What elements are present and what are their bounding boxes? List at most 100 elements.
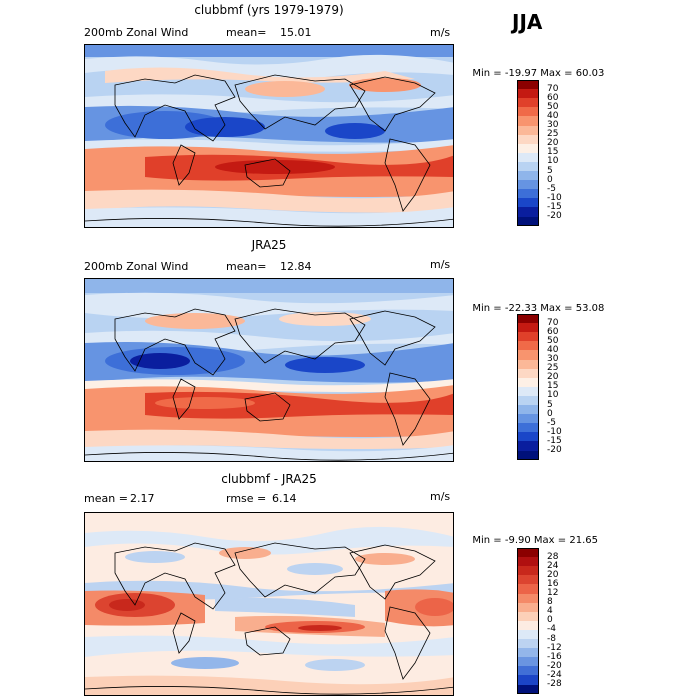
colorbar-label: 5 <box>547 399 553 410</box>
colorbar-swatch <box>517 198 539 208</box>
colorbar-swatch <box>517 620 539 631</box>
panel-3-mean-label: mean = <box>84 492 128 505</box>
colorbar-swatch <box>517 405 539 415</box>
colorbar-label: 12 <box>547 588 559 598</box>
colorbar-swatch <box>517 548 539 558</box>
colorbar-label: 0 <box>547 408 553 419</box>
panel-2-units: m/s <box>430 258 451 271</box>
colorbar-label: 40 <box>547 344 559 355</box>
colorbar-label: 4 <box>547 606 553 617</box>
colorbar-label: 30 <box>547 120 559 130</box>
colorbar-label: 25 <box>547 363 559 374</box>
colorbar-swatch <box>517 161 539 172</box>
panel-2-title: JRA25 <box>251 238 287 252</box>
colorbar-swatch <box>517 611 539 622</box>
colorbar-swatch <box>517 675 539 685</box>
colorbar-label: 10 <box>547 156 559 167</box>
colorbar-swatch <box>517 395 539 406</box>
colorbar-swatch <box>517 657 539 667</box>
colorbar-swatch <box>517 386 539 397</box>
colorbar-swatch <box>517 666 539 676</box>
panel-3-map-svg <box>85 513 453 695</box>
panel-2-variable-label: 200mb Zonal Wind <box>84 260 189 273</box>
colorbar-label: -10 <box>547 426 562 437</box>
colorbar-label: 70 <box>547 83 559 94</box>
colorbar-label: 16 <box>547 578 559 589</box>
colorbar-swatch <box>517 171 539 181</box>
colorbar-label: -12 <box>547 642 562 653</box>
colorbar-swatch <box>517 359 539 370</box>
colorbar-swatch <box>517 180 539 190</box>
panel-3-rmse-value: 6.14 <box>272 492 297 505</box>
panel-2-mean-label: mean= <box>226 260 267 273</box>
panel-3-mean-value: 2.17 <box>130 492 155 505</box>
colorbar-swatch <box>517 441 539 451</box>
colorbar-label: -16 <box>547 651 562 662</box>
colorbar-label: -20 <box>547 660 562 671</box>
colorbar-label: 60 <box>547 326 559 337</box>
colorbar-label: 15 <box>547 147 559 158</box>
colorbar-swatch <box>517 314 539 324</box>
colorbar-swatch <box>517 323 539 333</box>
colorbar-swatch <box>517 350 539 360</box>
colorbar-label: -5 <box>547 183 556 194</box>
colorbar-label: 0 <box>547 174 553 185</box>
colorbar-label: 50 <box>547 101 559 112</box>
panel-1-map <box>84 44 454 228</box>
colorbar-label: 10 <box>547 390 559 401</box>
colorbar-swatch <box>517 341 539 351</box>
colorbar-swatch <box>517 602 539 613</box>
colorbar-swatch <box>517 414 539 424</box>
colorbar-swatch <box>517 116 539 126</box>
panel-1-mean-label: mean= <box>226 26 267 39</box>
colorbar-label: 28 <box>547 551 559 562</box>
panel-3-rmse-label: rmse = <box>226 492 267 505</box>
colorbar-label: -15 <box>547 201 562 212</box>
colorbar-swatch <box>517 98 539 108</box>
colorbar-swatch <box>517 432 539 442</box>
colorbar-swatch <box>517 423 539 433</box>
colorbar-swatch <box>517 450 539 461</box>
colorbar-label: 20 <box>547 138 559 149</box>
colorbar-label: 24 <box>547 560 559 571</box>
colorbar-swatch <box>517 639 539 649</box>
panel-2-map <box>84 278 454 462</box>
colorbar-label: 70 <box>547 317 559 328</box>
colorbar-swatch <box>517 134 539 145</box>
colorbar-swatch <box>517 575 539 585</box>
panel-2-minmax: Min = -22.33 Max = 53.08 <box>472 303 605 314</box>
colorbar-label: -5 <box>547 417 556 428</box>
colorbar-label: 15 <box>547 381 559 392</box>
colorbar-swatch <box>517 107 539 117</box>
colorbar-label: 25 <box>547 129 559 140</box>
colorbar-swatch <box>517 377 539 388</box>
panel-3-map <box>84 512 454 696</box>
colorbar-label: 40 <box>547 110 559 121</box>
colorbar-swatch <box>517 629 539 640</box>
colorbar-label: -20 <box>547 211 562 221</box>
colorbar-swatch <box>517 216 539 227</box>
panel-2-mean-value: 12.84 <box>280 260 312 273</box>
panel-3-minmax: Min = -9.90 Max = 21.65 <box>472 535 598 546</box>
panel-3-units: m/s <box>430 490 451 503</box>
colorbar-label: 8 <box>547 597 553 608</box>
colorbar-label: -15 <box>547 435 562 446</box>
colorbar-swatch <box>517 143 539 154</box>
colorbar-label: 50 <box>547 335 559 346</box>
colorbar-swatch <box>517 189 539 199</box>
colorbar-label: -20 <box>547 445 562 455</box>
colorbar-swatch <box>517 80 539 90</box>
colorbar-label: -10 <box>547 192 562 203</box>
colorbar-swatch <box>517 584 539 594</box>
colorbar-swatch <box>517 593 539 604</box>
colorbar-swatch <box>517 557 539 567</box>
colorbar-swatch <box>517 152 539 163</box>
colorbar-label: -24 <box>547 669 562 680</box>
panel-1-map-svg <box>85 45 453 227</box>
colorbar-swatch <box>517 89 539 99</box>
panel-1-units: m/s <box>430 26 451 39</box>
panel-3-title: clubbmf - JRA25 <box>221 472 317 486</box>
colorbar-swatch <box>517 566 539 576</box>
colorbar-label: 60 <box>547 92 559 103</box>
colorbar-swatch <box>517 368 539 379</box>
